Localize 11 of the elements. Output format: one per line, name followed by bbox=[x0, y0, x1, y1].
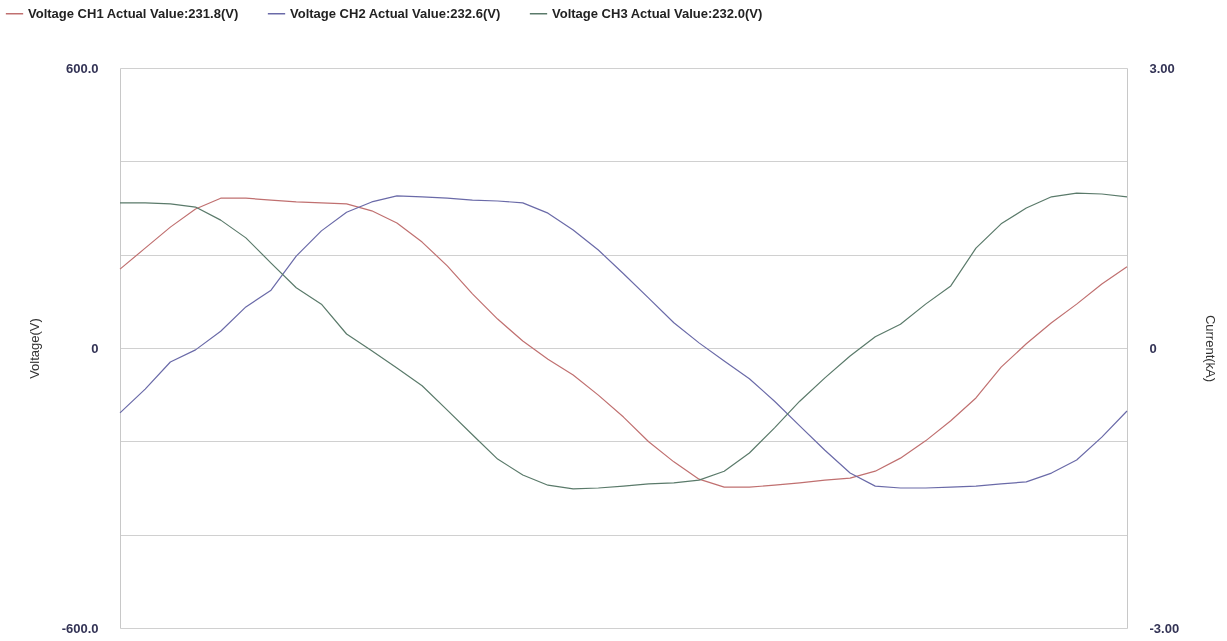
y2-tick-label: -3.00 bbox=[1149, 620, 1180, 636]
y-tick-label: 600.0 bbox=[65, 60, 99, 76]
legend-label: Voltage CH2 Actual Value:232.6(V) bbox=[290, 5, 501, 21]
y2-tick-label: 3.00 bbox=[1149, 60, 1175, 76]
y2-tick-label: 0 bbox=[1149, 340, 1157, 356]
legend-label: Voltage CH1 Actual Value:231.8(V) bbox=[28, 5, 239, 21]
y-axis-title: Voltage(V) bbox=[26, 318, 42, 379]
legend-label: Voltage CH3 Actual Value:232.0(V) bbox=[552, 5, 763, 21]
y2-axis-title: Current(kA) bbox=[1203, 314, 1219, 383]
y-tick-label: 0 bbox=[91, 340, 99, 356]
y-tick-label: -600.0 bbox=[61, 620, 99, 636]
